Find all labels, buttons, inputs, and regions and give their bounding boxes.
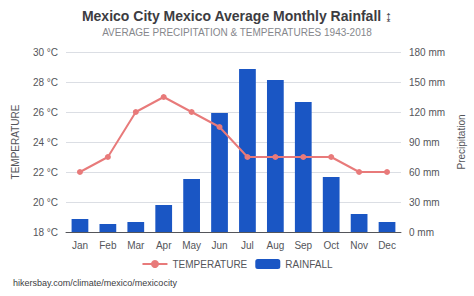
svg-text:Aug: Aug: [266, 240, 284, 251]
svg-text:26 °C: 26 °C: [33, 107, 58, 118]
svg-text:Dec: Dec: [378, 240, 396, 251]
svg-text:20 °C: 20 °C: [33, 197, 58, 208]
svg-text:60 mm: 60 mm: [409, 167, 440, 178]
svg-text:180 mm: 180 mm: [409, 47, 445, 58]
svg-text:RAINFALL: RAINFALL: [285, 259, 333, 270]
svg-text:120 mm: 120 mm: [409, 107, 445, 118]
svg-text:Mexico City Mexico Average Mon: Mexico City Mexico Average Monthly Rainf…: [82, 8, 392, 24]
svg-text:TEMPERATURE: TEMPERATURE: [10, 104, 21, 179]
svg-text:Nov: Nov: [350, 240, 368, 251]
svg-text:30 °C: 30 °C: [33, 47, 58, 58]
svg-text:TEMPERATURE: TEMPERATURE: [172, 259, 247, 270]
svg-text:90 mm: 90 mm: [409, 137, 440, 148]
svg-text:Feb: Feb: [99, 240, 117, 251]
svg-text:28 °C: 28 °C: [33, 77, 58, 88]
svg-text:Apr: Apr: [156, 240, 172, 251]
svg-text:0 mm: 0 mm: [409, 227, 434, 238]
svg-text:Sep: Sep: [294, 240, 312, 251]
svg-text:May: May: [182, 240, 201, 251]
svg-text:hikersbay.com/climate/mexico/m: hikersbay.com/climate/mexico/mexicocity: [13, 278, 177, 288]
svg-text:30 mm: 30 mm: [409, 197, 440, 208]
svg-text:Mar: Mar: [127, 240, 145, 251]
svg-text:150 mm: 150 mm: [409, 77, 445, 88]
svg-text:Oct: Oct: [323, 240, 339, 251]
svg-text:Jul: Jul: [241, 240, 254, 251]
svg-text:24 °C: 24 °C: [33, 137, 58, 148]
svg-text:18 °C: 18 °C: [33, 227, 58, 238]
svg-text:AVERAGE PRECIPITATION & TEMPER: AVERAGE PRECIPITATION & TEMPERATURES 194…: [102, 27, 372, 38]
svg-text:Jan: Jan: [72, 240, 88, 251]
svg-text:Jun: Jun: [211, 240, 227, 251]
svg-text:22 °C: 22 °C: [33, 167, 58, 178]
svg-text:Precipitation: Precipitation: [456, 114, 467, 169]
